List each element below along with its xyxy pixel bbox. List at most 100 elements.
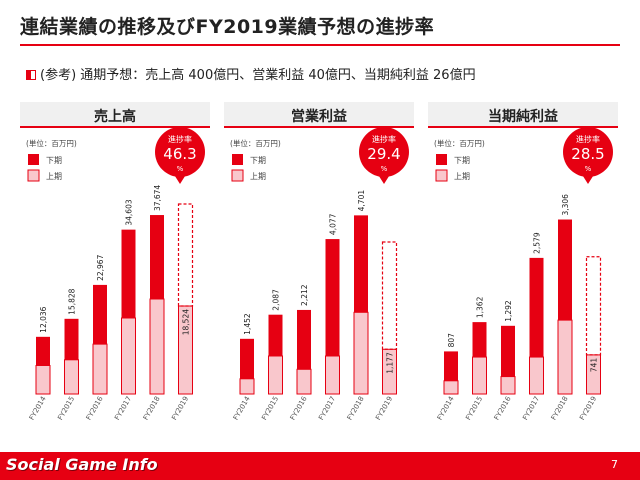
bar-first-half [586, 354, 601, 395]
data-label: 1,362 [476, 296, 485, 318]
x-tick-label: FY2014 [436, 395, 456, 422]
legend-label: 下期 [46, 156, 62, 165]
progress-badge-label: 進捗率 [576, 134, 600, 144]
x-tick-label: FY2017 [521, 395, 541, 422]
progress-badge-value: 28.5 [571, 145, 604, 163]
legend-label: 下期 [250, 156, 266, 165]
bar-second-half [64, 318, 79, 360]
data-label: 2,579 [533, 232, 542, 254]
legend-swatch-second-half [28, 154, 39, 165]
panel-title-bar: 当期純利益 [428, 102, 618, 128]
progress-badge [155, 127, 205, 177]
unit-label: (単位：百万円) [230, 138, 281, 148]
progress-badge-label: 進捗率 [372, 134, 396, 144]
unit-label: (単位：百万円) [26, 138, 77, 148]
bar-first-half [178, 305, 193, 395]
bar-first-half [472, 356, 487, 395]
bar-first-half [121, 317, 136, 395]
x-tick-label: FY2016 [85, 395, 105, 422]
x-tick-label: FY2015 [464, 395, 484, 422]
bar-second-half [501, 325, 515, 377]
bar-second-half [354, 215, 368, 313]
data-label: 1,177 [386, 352, 395, 374]
data-label: 2,087 [272, 289, 281, 311]
panel-body: (単位：百万円) 下期上期 進捗率 29.4% 1,452 FY2014 2,087 FY20… [224, 127, 414, 436]
panel-title-bar: 売上高 [20, 102, 210, 128]
bar-second-half [558, 219, 572, 321]
x-tick-label: FY2018 [346, 395, 366, 422]
reference-forecast: (参考) 通期予想：売上高 400億円、営業利益 40億円、当期純利益 26億円 [26, 64, 476, 83]
panel-body: (単位：百万円) 下期 上期 進捗率 46.3% 12,036 FY2014 15,828 FY… [20, 127, 210, 436]
page-title: 連結業績の推移及びFY2019業績予想の進捗率 [20, 16, 435, 38]
bar-first-half [239, 378, 255, 395]
panel-body: (単位：百万円) 下期 上期 進捗率 28.5% 807 FY2014 1,362 FY2015… [428, 127, 618, 436]
x-tick-label: FY2017 [317, 395, 337, 422]
bar-second-half [268, 314, 283, 356]
legend-swatch-second-half [436, 154, 447, 165]
data-label: 12,036 [39, 306, 48, 332]
title-underline [20, 44, 620, 46]
unit-label: (単位：百万円) [434, 138, 485, 148]
bar-first-half [353, 311, 369, 395]
data-label: 37,674 [153, 185, 162, 211]
progress-badge-unit: % [585, 165, 592, 173]
progress-badge-unit: % [177, 165, 184, 173]
reference-text: (参考) 通期予想：売上高 400億円、営業利益 40億円、当期純利益 26億円 [40, 68, 476, 83]
data-label: 34,603 [125, 199, 134, 225]
bar-first-half [557, 319, 573, 395]
x-tick-label: FY2018 [142, 395, 162, 422]
legend-label: 上期 [46, 172, 62, 181]
data-label: 4,077 [329, 213, 338, 235]
bar-first-half [64, 359, 79, 395]
x-tick-label: FY2019 [578, 395, 598, 422]
bar-first-half [268, 355, 283, 395]
x-tick-label: FY2018 [550, 395, 570, 422]
data-label: 22,967 [96, 254, 105, 280]
panel-revenue: 売上高 (単位：百万円) 下期 上期 進捗率 46.3% 12,036 FY2014 15,8… [20, 102, 210, 436]
bar-first-half [382, 348, 397, 395]
data-label: 18,524 [182, 309, 191, 335]
legend-label: 上期 [250, 172, 266, 181]
x-tick-label: FY2019 [170, 395, 190, 422]
progress-badge-unit: % [381, 165, 388, 173]
legend-label: 下期 [454, 156, 470, 165]
bar-second-half [444, 351, 458, 381]
bar-second-half [121, 229, 136, 318]
data-label: 15,828 [68, 288, 77, 314]
bar-second-half [150, 215, 164, 299]
bar-first-half [92, 343, 108, 395]
x-tick-label: FY2015 [260, 395, 280, 422]
x-tick-label: FY2017 [113, 395, 133, 422]
reference-marker-icon [26, 70, 36, 80]
bar-second-half [36, 336, 50, 366]
page-number: 7 [611, 458, 618, 471]
x-tick-label: FY2016 [289, 395, 309, 422]
bar-first-half [149, 298, 165, 395]
panel-title-bar: 営業利益 [224, 102, 414, 128]
x-tick-label: FY2014 [28, 395, 48, 422]
bar-first-half [443, 380, 459, 395]
bar-first-half [35, 365, 51, 395]
data-label: 741 [590, 358, 599, 373]
data-label: 1,452 [243, 313, 252, 335]
data-label: 3,306 [561, 194, 570, 216]
bar-second-half [529, 257, 544, 358]
legend-swatch-first-half [27, 169, 40, 182]
panel-title: 売上高 [94, 109, 136, 125]
data-label: 1,292 [504, 300, 513, 322]
bar-second-half [472, 322, 487, 358]
progress-badge [359, 127, 409, 177]
x-tick-label: FY2019 [374, 395, 394, 422]
bar-first-half [500, 376, 516, 395]
progress-badge-label: 進捗率 [168, 134, 192, 144]
x-tick-label: FY2016 [493, 395, 513, 422]
bar-forecast-outline [585, 256, 602, 356]
legend-swatch-first-half [435, 169, 448, 182]
x-tick-label: FY2015 [56, 395, 76, 422]
progress-badge-value: 29.4 [367, 145, 400, 163]
data-label: 4,701 [357, 190, 366, 212]
x-tick-label: FY2014 [232, 395, 252, 422]
